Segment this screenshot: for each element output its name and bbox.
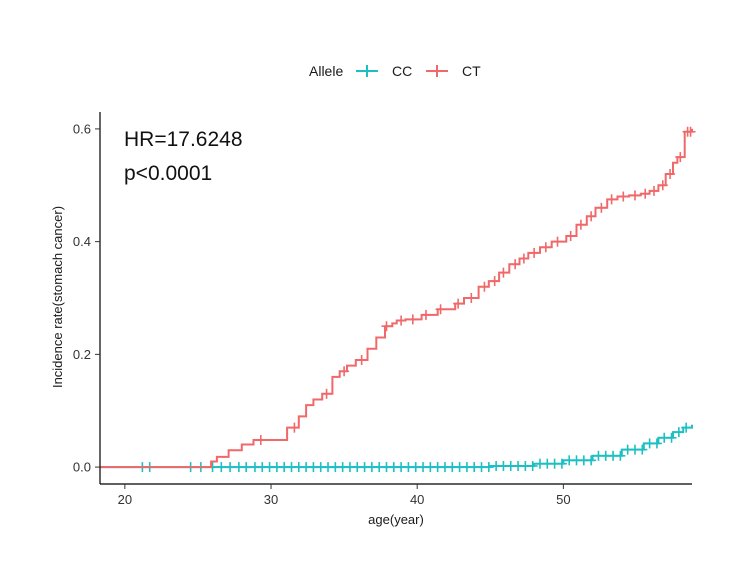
censor-mark-cc — [527, 460, 538, 471]
x-tick-label: 30 — [264, 492, 278, 507]
censor-mark-ct — [648, 185, 659, 196]
legend-title: Allele — [309, 63, 343, 79]
censor-mark-ct — [420, 309, 431, 320]
censor-mark-ct — [453, 298, 464, 309]
x-tick-label: 50 — [556, 492, 570, 507]
legend-label-ct: CT — [462, 63, 481, 79]
censor-mark-ct — [518, 253, 529, 264]
censor-mark-cc — [556, 458, 567, 469]
censor-mark-ct — [665, 169, 676, 179]
censor-mark-ct — [586, 211, 597, 222]
censor-mark-ct — [540, 242, 551, 253]
censor-mark-ct — [565, 231, 576, 241]
censor-mark-ct — [321, 388, 332, 399]
censor-mark-ct — [407, 314, 418, 325]
y-tick-label: 0.0 — [73, 460, 91, 475]
censor-mark-ct — [618, 191, 629, 202]
legend: Allele CC CT — [309, 63, 481, 79]
censor-mark-ct — [289, 422, 300, 433]
censor-mark-cc — [673, 427, 684, 438]
censor-mark-cc — [666, 432, 677, 443]
censor-mark-cc — [225, 462, 236, 473]
censor-mark-cc — [483, 462, 494, 473]
censor-mark-cc — [681, 422, 692, 433]
censor-mark-ct — [552, 236, 563, 247]
censor-mark-ct — [685, 126, 696, 137]
censor-mark-ct — [629, 190, 640, 201]
censor-mark-cc — [241, 462, 252, 473]
censor-mark-cc — [637, 444, 648, 455]
censor-mark-ct — [529, 247, 540, 258]
censor-mark-ct — [435, 304, 446, 315]
y-tick-label: 0.2 — [73, 347, 91, 362]
axes-layer: 0.0 0.2 0.4 0.6 20 30 40 50 — [73, 112, 692, 507]
legend-label-cc: CC — [392, 63, 412, 79]
censor-mark-cc — [216, 462, 227, 473]
censor-mark-cc — [615, 450, 626, 461]
censor-mark-ct — [510, 259, 521, 270]
censor-mark-ct — [466, 293, 477, 303]
censor-mark-ct — [575, 219, 586, 230]
series-layer — [100, 126, 696, 473]
x-tick-label: 40 — [410, 492, 424, 507]
x-tick-label: 20 — [118, 492, 132, 507]
censor-mark-cc — [651, 438, 662, 449]
y-tick-label: 0.6 — [73, 121, 91, 136]
censor-mark-ct — [356, 355, 367, 365]
censor-mark-ct — [606, 194, 617, 205]
legend-key-cc — [356, 65, 378, 77]
censor-mark-ct — [489, 276, 500, 287]
legend-key-ct — [426, 65, 448, 77]
censor-mark-ct — [479, 281, 490, 292]
censor-mark-ct — [675, 152, 686, 163]
censor-mark-ct — [339, 366, 350, 377]
x-axis-title: age(year) — [368, 512, 424, 527]
censor-mark-cc — [586, 455, 597, 466]
hr-annotation: HR=17.6248 — [124, 128, 243, 151]
p-value-annotation: p<0.0001 — [124, 162, 212, 185]
y-axis-title: Incidence rate(stomach cancer) — [50, 206, 65, 388]
series-line-cc — [100, 424, 693, 469]
censor-mark-ct — [396, 315, 407, 326]
censor-mark-ct — [381, 321, 392, 332]
censor-mark-ct — [255, 435, 266, 446]
y-tick-label: 0.4 — [73, 234, 91, 249]
censor-mark-ct — [596, 202, 607, 213]
censor-mark-ct — [640, 188, 651, 199]
censor-mark-ct — [498, 267, 509, 278]
censor-mark-ct — [657, 180, 668, 191]
